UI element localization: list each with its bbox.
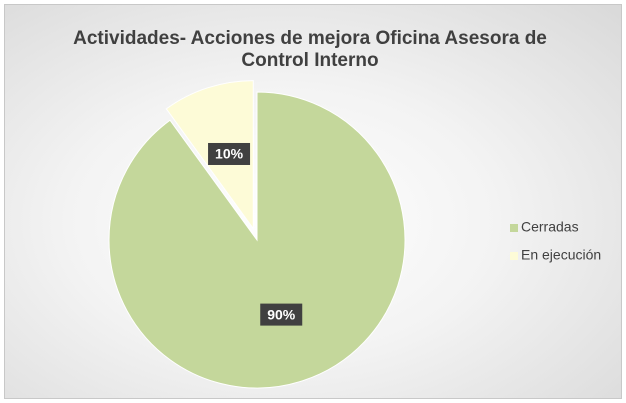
- data-label-box: [260, 303, 303, 326]
- data-label: 90%: [267, 306, 296, 322]
- chart-title: Actividades- Acciones de mejora Oficina …: [73, 28, 547, 71]
- data-label-box: [208, 142, 251, 165]
- legend-swatch: [510, 252, 518, 260]
- data-label: 10%: [215, 146, 244, 162]
- pie-slice: [108, 91, 406, 389]
- legend-swatch: [510, 224, 518, 232]
- legend-label: En ejecución: [521, 247, 601, 263]
- legend-label: Cerradas: [521, 219, 579, 235]
